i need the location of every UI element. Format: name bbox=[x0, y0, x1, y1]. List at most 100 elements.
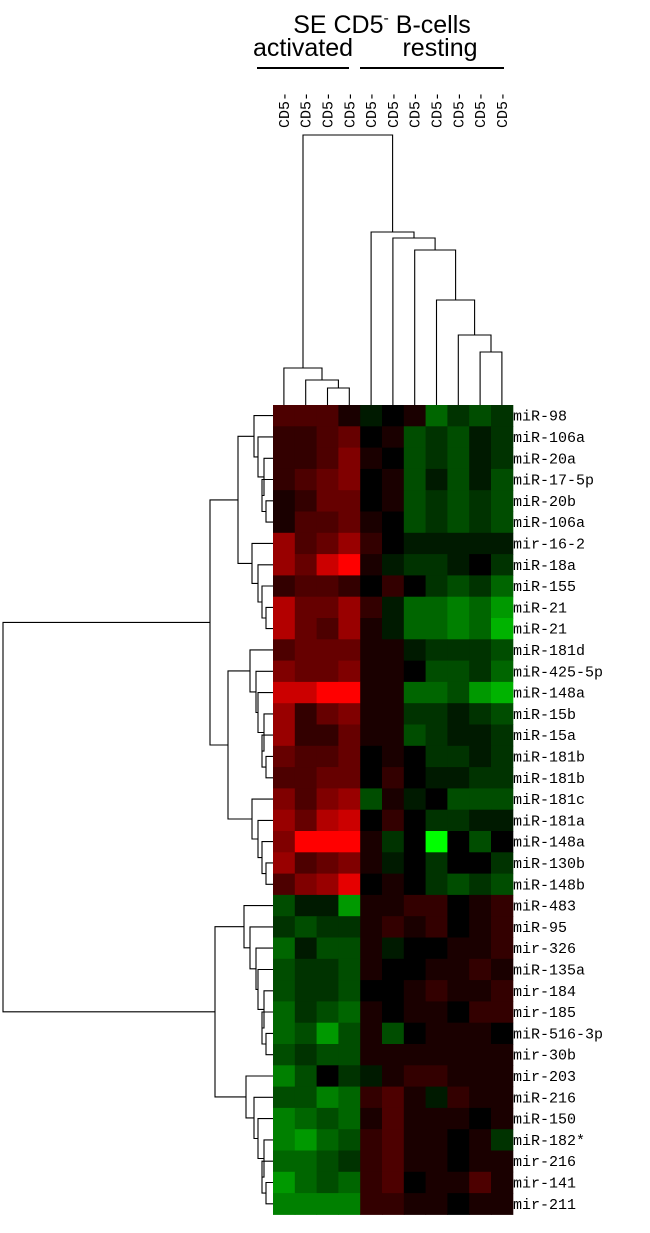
heatmap-cell bbox=[491, 596, 514, 619]
heatmap-cell bbox=[491, 639, 514, 662]
row-label: mir-211 bbox=[513, 1197, 576, 1214]
heatmap-cell bbox=[338, 1022, 361, 1045]
heatmap-cell bbox=[316, 1129, 339, 1151]
title-suffix: B-cells bbox=[389, 11, 471, 39]
heatmap-cell bbox=[469, 703, 492, 725]
heatmap-cell bbox=[273, 490, 296, 512]
heatmap-cell bbox=[425, 575, 448, 598]
heatmap-cell bbox=[294, 405, 318, 427]
heatmap-cell bbox=[294, 1001, 318, 1024]
heatmap-cell bbox=[294, 1044, 318, 1066]
heatmap-cell bbox=[294, 575, 318, 598]
heatmap-cell bbox=[403, 767, 427, 789]
heatmap-cell bbox=[491, 724, 514, 747]
heatmap-cell bbox=[316, 1065, 339, 1088]
heatmap-cell bbox=[491, 1171, 514, 1194]
heatmap-cell bbox=[382, 618, 405, 640]
heatmap-cell bbox=[360, 937, 383, 960]
heatmap-cell bbox=[403, 831, 427, 853]
heatmap-cell bbox=[316, 447, 339, 470]
heatmap-cell bbox=[425, 937, 448, 960]
heatmap-cell bbox=[425, 1065, 448, 1088]
heatmap-cell bbox=[469, 1171, 492, 1194]
heatmap-cell bbox=[316, 660, 339, 683]
heatmap-cell bbox=[447, 596, 470, 619]
heatmap-cell bbox=[360, 1044, 383, 1066]
heatmap-cell bbox=[360, 1129, 383, 1151]
row-label: mir-185 bbox=[513, 1005, 576, 1022]
heatmap-cell bbox=[360, 1086, 383, 1109]
heatmap-cell bbox=[273, 894, 296, 917]
row-label: miR-155 bbox=[513, 579, 576, 596]
heatmap-cell bbox=[491, 1065, 514, 1088]
heatmap-cell bbox=[403, 1107, 427, 1130]
heatmap-cell bbox=[273, 1022, 296, 1045]
heatmap-cell bbox=[403, 532, 427, 555]
heatmap-cell bbox=[338, 575, 361, 598]
heatmap-cell bbox=[403, 703, 427, 725]
heatmap-cell bbox=[338, 831, 361, 853]
heatmap-cell bbox=[360, 618, 383, 640]
heatmap-cell bbox=[447, 681, 470, 704]
heatmap-cell bbox=[382, 1193, 405, 1215]
heatmap-cell bbox=[273, 447, 296, 470]
heatmap-cell bbox=[447, 1129, 470, 1151]
heatmap-cell bbox=[469, 937, 492, 960]
heatmap-cell bbox=[425, 1150, 448, 1173]
heatmap-cell bbox=[491, 1022, 514, 1045]
heatmap-cell bbox=[469, 809, 492, 832]
heatmap-cell bbox=[403, 639, 427, 662]
group-label-resting: resting bbox=[402, 34, 477, 62]
heatmap-cell bbox=[338, 596, 361, 619]
heatmap-cell bbox=[403, 1065, 427, 1088]
heatmap-cell bbox=[447, 873, 470, 896]
heatmap-cell bbox=[382, 894, 405, 917]
heatmap-cell bbox=[447, 405, 470, 427]
title-superscript: - bbox=[384, 10, 389, 27]
row-label: miR-181a bbox=[513, 813, 585, 830]
heatmap-cell bbox=[316, 681, 339, 704]
heatmap-cell bbox=[338, 1193, 361, 1215]
column-label: CD5- bbox=[386, 92, 403, 128]
heatmap-cell bbox=[360, 639, 383, 662]
heatmap-cell bbox=[294, 532, 318, 555]
heatmap-cell bbox=[294, 1107, 318, 1130]
heatmap-cell bbox=[360, 575, 383, 598]
heatmap-cell bbox=[382, 596, 405, 619]
heatmap-cell bbox=[469, 618, 492, 640]
row-label: miR-181b bbox=[513, 771, 585, 788]
heatmap-cell bbox=[338, 980, 361, 1002]
heatmap-cell bbox=[338, 490, 361, 512]
heatmap-cell bbox=[447, 1022, 470, 1045]
row-label: miR-20a bbox=[513, 451, 576, 468]
heatmap-cell bbox=[403, 916, 427, 938]
heatmap-cell bbox=[294, 809, 318, 832]
heatmap-cell bbox=[469, 405, 492, 427]
heatmap-cell bbox=[294, 873, 318, 896]
heatmap-cell bbox=[316, 980, 339, 1002]
heatmap-cell bbox=[469, 554, 492, 576]
heatmap-cell bbox=[403, 1001, 427, 1024]
heatmap-cell bbox=[425, 681, 448, 704]
heatmap-cell bbox=[469, 724, 492, 747]
heatmap-cell bbox=[447, 1065, 470, 1088]
heatmap-cell bbox=[425, 894, 448, 917]
heatmap-cell bbox=[294, 958, 318, 981]
dendrogram-branch bbox=[265, 862, 273, 885]
dendrogram-branch bbox=[257, 819, 273, 859]
heatmap-cell bbox=[316, 937, 339, 960]
heatmap-cell bbox=[294, 980, 318, 1002]
heatmap-cell bbox=[338, 660, 361, 683]
heatmap-cell bbox=[382, 468, 405, 491]
heatmap-cell bbox=[425, 831, 448, 853]
heatmap-cell bbox=[403, 447, 427, 470]
dendrogram-branch bbox=[257, 692, 273, 734]
heatmap-cell bbox=[273, 426, 296, 449]
heatmap-cell bbox=[425, 532, 448, 555]
heatmap-cell bbox=[447, 639, 470, 662]
heatmap-cell bbox=[273, 554, 296, 576]
heatmap-cell bbox=[425, 596, 448, 619]
heatmap-cell bbox=[469, 958, 492, 981]
row-label: mir-184 bbox=[513, 984, 576, 1001]
heatmap-cell bbox=[403, 1044, 427, 1066]
